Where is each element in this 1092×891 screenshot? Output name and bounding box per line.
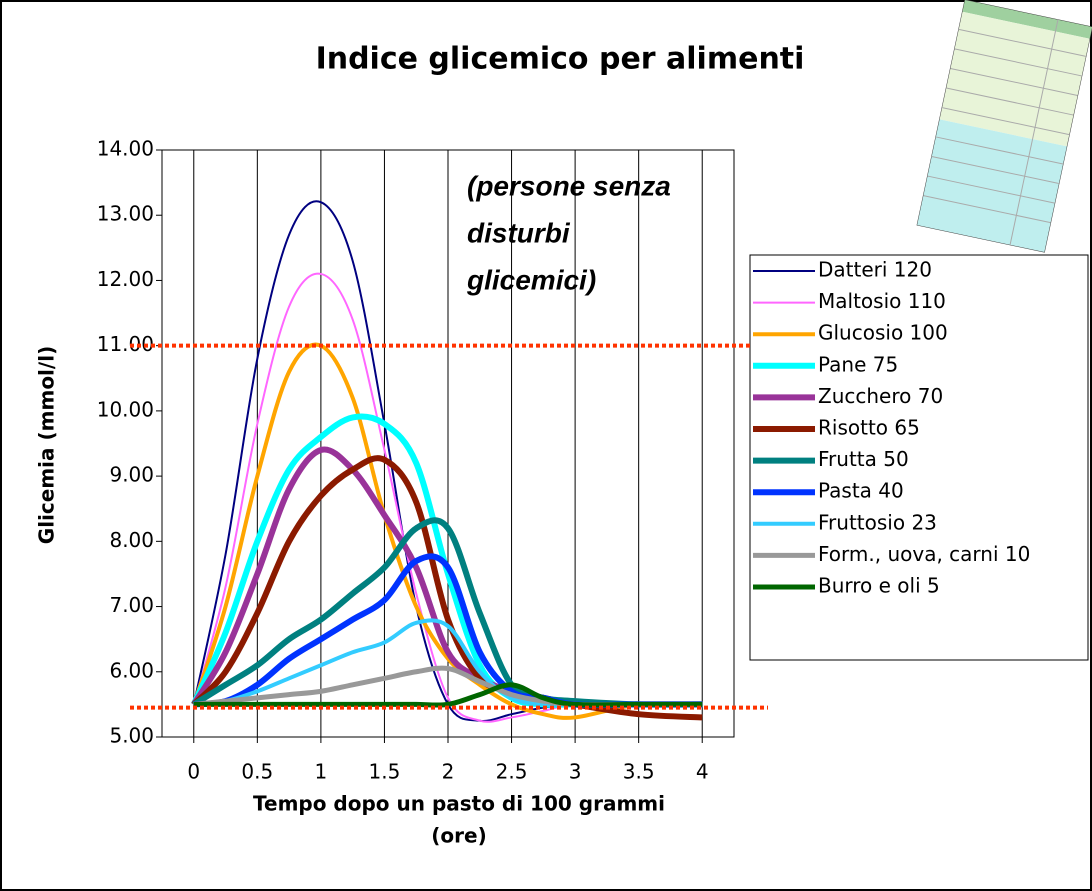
x-axis-label: (ore) (431, 824, 486, 848)
legend-label: Maltosio 110 (818, 289, 946, 313)
x-tick-label: 3 (569, 760, 582, 784)
annotation: disturbi (467, 217, 571, 248)
legend-label: Burro e oli 5 (818, 574, 940, 598)
legend-label: Form., uova, carni 10 (818, 542, 1030, 566)
x-tick-label: 3.5 (623, 760, 655, 784)
y-tick-label: 12.00 (97, 267, 154, 291)
x-tick-label: 1 (315, 760, 328, 784)
legend-label: Fruttosio 23 (818, 510, 937, 534)
y-tick-label: 5.00 (109, 724, 154, 748)
y-tick-label: 9.00 (109, 463, 154, 487)
y-tick-label: 14.00 (97, 137, 154, 161)
chart-title: Indice glicemico per alimenti (316, 42, 805, 77)
x-tick-label: 2 (442, 760, 455, 784)
annotation: (persone senza (467, 170, 671, 201)
legend-box (750, 255, 1088, 660)
x-tick-label: 4 (696, 760, 709, 784)
x-tick-label: 2.5 (496, 760, 528, 784)
y-tick-label: 7.00 (109, 593, 154, 617)
legend-label: Pasta 40 (818, 479, 904, 503)
y-axis-label: Glicemia (mmol/l) (35, 346, 59, 544)
legend-label: Risotto 65 (818, 416, 920, 440)
y-tick-label: 13.00 (97, 202, 154, 226)
x-axis-label: Tempo dopo un pasto di 100 grammi (253, 792, 665, 816)
y-tick-label: 8.00 (109, 528, 154, 552)
legend-label: Zucchero 70 (818, 384, 943, 408)
legend-label: Frutta 50 (818, 447, 909, 471)
x-tick-label: 1.5 (369, 760, 401, 784)
legend-label: Glucosio 100 (818, 321, 948, 345)
chart: Indice glicemico per alimenti Glicemia (… (0, 0, 1092, 891)
legend-label: Datteri 120 (818, 258, 932, 282)
y-tick-label: 10.00 (97, 397, 154, 421)
y-tick-label: 6.00 (109, 658, 154, 682)
annotation: glicemici) (466, 264, 596, 295)
x-tick-label: 0.5 (241, 760, 273, 784)
legend-label: Pane 75 (818, 352, 898, 376)
x-tick-label: 0 (187, 760, 200, 784)
